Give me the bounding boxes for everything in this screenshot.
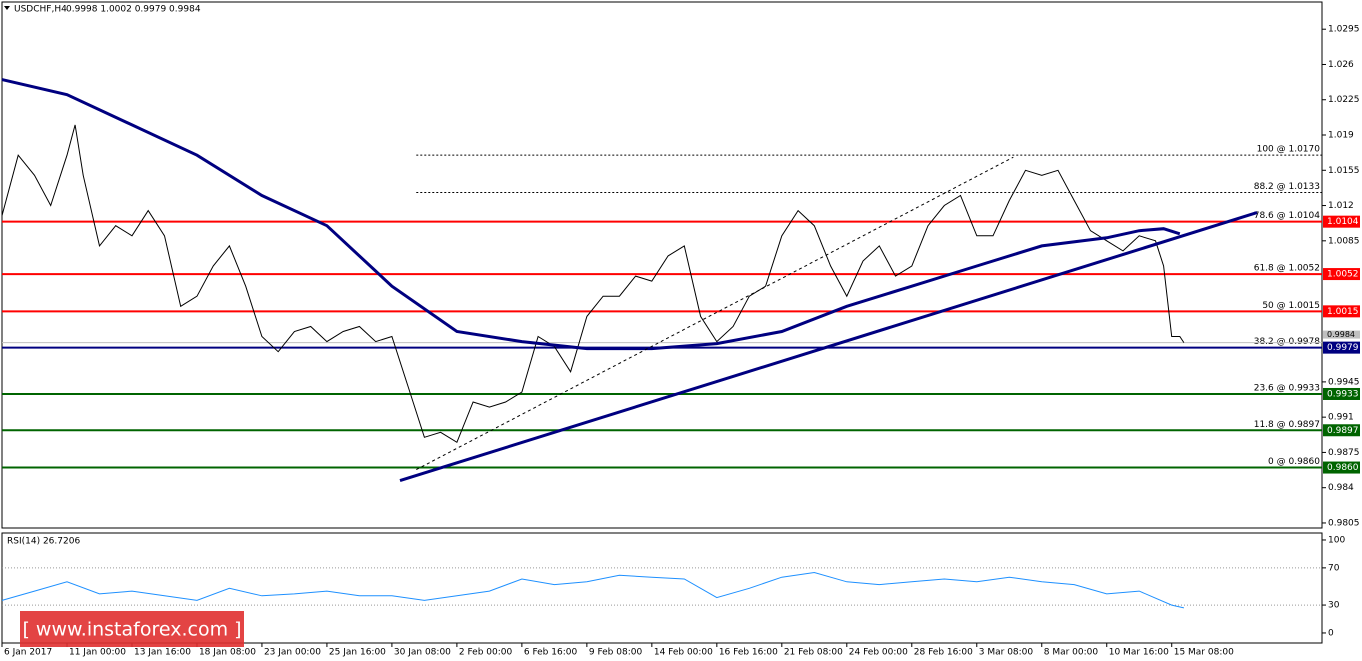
watermark-box [20,611,244,647]
level-label: 61.8 @ 1.0052 [1254,264,1320,274]
level-label: 78.6 @ 1.0104 [1254,211,1321,221]
y-tick-label: 70 [1328,563,1340,573]
y-tick-label: 0.984 [1328,483,1354,493]
current-tag-label: 0.9984 [1327,330,1355,339]
level-tag [1323,341,1360,354]
x-tick-label: 9 Feb 08:00 [589,648,643,658]
y-tick-label: 1.0085 [1328,236,1360,246]
y-tick-label: 1.012 [1328,201,1354,211]
y-tick-label: 1.0225 [1328,95,1360,105]
ohlc: 0.9998 1.0002 0.9979 0.9984 [66,5,201,15]
x-tick-label: 14 Feb 00:00 [654,648,713,658]
x-tick-label: 3 Mar 08:00 [979,648,1034,658]
y-tick-label: 0.991 [1328,413,1354,423]
watermark: [ www.instaforex.com ] [22,619,241,641]
level-label: 100 @ 1.0170 [1257,145,1321,155]
level-tag-label: 1.0015 [1327,307,1359,317]
level-label: 0 @ 0.9860 [1268,457,1320,467]
level-tag [1323,387,1360,400]
rsi-panel [1,532,1323,644]
x-tick-label: 25 Jan 16:00 [329,648,386,658]
level-tag [1323,268,1360,281]
x-tick-label: 8 Mar 00:00 [1044,648,1099,658]
price-line [1,571,1185,609]
price-line [1,124,1185,444]
x-tick-label: 21 Feb 08:00 [784,648,843,658]
y-tick-label: 0.9875 [1328,448,1360,458]
x-tick-label: 18 Jan 08:00 [199,648,256,658]
trendline [416,156,1014,471]
level-tag [1323,215,1360,228]
x-tick-label: 6 Feb 16:00 [524,648,578,658]
x-tick-label: 23 Jan 00:00 [264,648,321,658]
x-tick-label: 11 Jan 00:00 [69,648,126,658]
price-panel [1,1,1323,529]
trendline [399,211,1258,483]
price-line [1,78,1181,351]
x-tick-label: 30 Jan 08:00 [394,648,451,658]
level-tag-label: 0.9860 [1327,463,1359,473]
symbol-title: USDCHF,H4 [14,5,67,15]
y-tick-label: 0.9945 [1328,377,1360,387]
rsi-title: RSI(14) 26.7206 [7,537,80,547]
x-tick-label: 10 Mar 16:00 [1109,648,1169,658]
x-tick-label: 24 Feb 00:00 [849,648,908,658]
x-tick-label: 6 Jan 2017 [4,648,52,658]
y-tick-label: 1.026 [1328,60,1354,70]
level-label: 50 @ 1.0015 [1262,301,1320,311]
level-tag-label: 0.9979 [1327,343,1359,353]
level-tag [1323,424,1360,437]
level-tag-label: 0.9897 [1327,426,1359,436]
y-tick-label: 1.0155 [1328,166,1360,176]
level-tag [1323,305,1360,318]
level-tag [1323,461,1360,474]
level-tag-label: 1.0052 [1327,270,1359,280]
x-tick-label: 28 Feb 16:00 [914,648,973,658]
y-tick-label: 30 [1328,601,1340,611]
y-tick-label: 1.0295 [1328,25,1360,35]
level-tag-label: 0.9933 [1327,389,1359,399]
level-label: 11.8 @ 0.9897 [1254,420,1320,430]
x-tick-label: 13 Jan 16:00 [134,648,191,658]
level-tag-label: 1.0104 [1327,217,1359,227]
x-tick-label: 16 Feb 16:00 [719,648,778,658]
x-tick-label: 2 Feb 00:00 [459,648,513,658]
level-label: 88.2 @ 1.0133 [1254,182,1320,192]
y-tick-label: 1.019 [1328,131,1354,141]
menu-arrow [4,6,10,10]
y-tick-label: 0 [1328,628,1334,638]
level-label: 23.6 @ 0.9933 [1254,383,1320,393]
current-tag [1323,330,1360,339]
x-tick-label: 15 Mar 08:00 [1174,648,1234,658]
y-tick-label: 0.9805 [1328,518,1360,528]
y-tick-label: 100 [1328,535,1345,545]
